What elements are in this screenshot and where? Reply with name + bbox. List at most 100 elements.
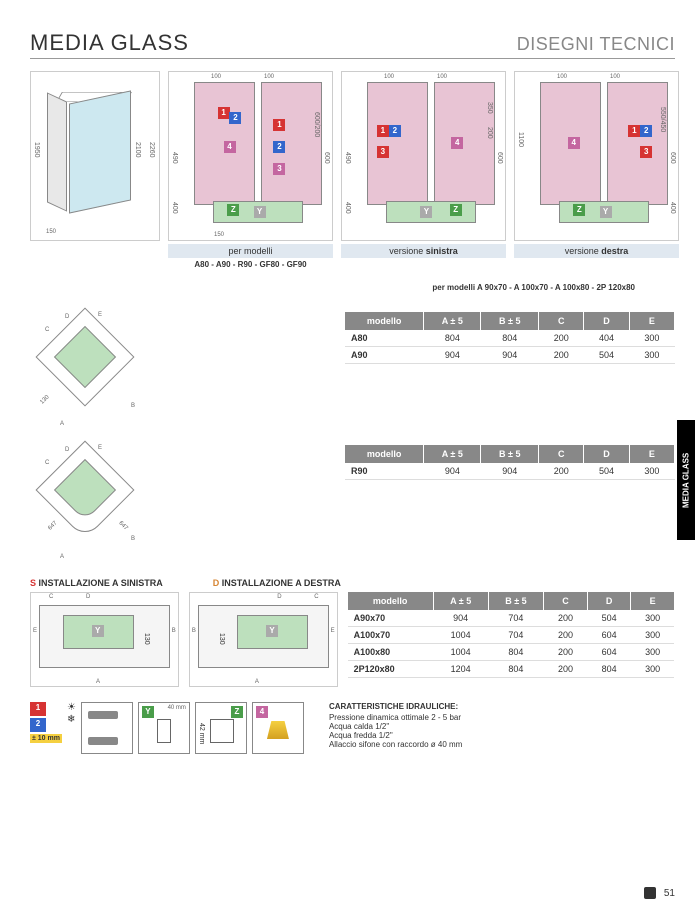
lg-40: 40 mm — [168, 705, 186, 711]
car-l3: Acqua fredda 1/2" — [329, 731, 462, 740]
dim-l1: 490 — [171, 152, 178, 164]
rd-a: A — [255, 679, 259, 685]
install-header: S INSTALLAZIONE A SINISTRA D INSTALLAZIO… — [30, 578, 675, 588]
rs-a: A — [96, 679, 100, 685]
table-header-row: modelloA ± 5B ± 5CDE — [345, 445, 675, 463]
d3r2: 600 — [669, 152, 676, 164]
rs-c: C — [49, 594, 53, 600]
marker-2d: 2 — [640, 125, 652, 137]
rs-d: D — [86, 594, 90, 600]
cap3-pre: versione — [565, 246, 599, 256]
lg-tol: ± 10 mm — [30, 734, 62, 743]
table-row: A100x701004704200604300 — [348, 627, 675, 644]
wall-l-2: 1 2 3 — [367, 82, 428, 205]
table-row: A90904904200504300 — [345, 347, 675, 364]
dim-r2: 600/200 — [313, 112, 320, 137]
marker-ys: Y — [92, 625, 104, 637]
sm1-c: C — [45, 327, 49, 333]
table-3: modelloA ± 5B ± 5CDE A90x709047042005043… — [348, 592, 675, 678]
hydraulic-specs: CARATTERISTICHE IDRAULICHE: Pressione di… — [329, 702, 462, 749]
floor-2: Z Y — [386, 201, 476, 223]
table-row: A90x70904704200504300 — [348, 610, 675, 627]
dim-l2: 400 — [171, 202, 178, 214]
table-header-row: modelloA ± 5B ± 5CDE — [348, 592, 675, 610]
cap2-pre: versione — [389, 246, 423, 256]
marker-3d: 3 — [640, 146, 652, 158]
th-2: B ± 5 — [481, 312, 539, 330]
lg-2: 2 — [30, 718, 46, 732]
row-3: 647 647 A B C D E modelloA ± 5B ± 5CDE R… — [30, 445, 675, 560]
dim-t2: 100 — [264, 74, 274, 80]
d3t2: 100 — [610, 74, 620, 80]
lg-y: Y — [142, 706, 154, 718]
d2r3: 600 — [496, 152, 503, 164]
table-row: A100x801004804200604300 — [348, 644, 675, 661]
iso-glass-face — [69, 90, 131, 213]
page-number: 51 — [644, 887, 675, 899]
logo-icon — [644, 887, 656, 899]
table-1: modello A ± 5 B ± 5 C D E A8080480420040… — [345, 312, 675, 364]
rs-e: E — [33, 628, 37, 634]
small-diagram-1: 130 A B C D E — [30, 312, 150, 427]
d3r3: 400 — [669, 202, 676, 214]
marker-2b: 2 — [273, 141, 285, 153]
side-tab: MEDIA GLASS — [677, 420, 695, 540]
marker-y: Y — [254, 206, 266, 218]
sm1-dl: D — [65, 314, 69, 320]
caption-2: versione sinistra — [341, 244, 506, 258]
cap3-b: destra — [601, 246, 628, 256]
marker-1b: 1 — [273, 119, 285, 131]
sm1-a: A — [60, 421, 64, 427]
sun-icon: ☀ — [67, 702, 76, 713]
rd-130: 130 — [218, 633, 225, 645]
inst-s-txt: INSTALLAZIONE A SINISTRA — [39, 578, 163, 588]
diagram-row-1: 1950 2100 2260 150 1 2 4 1 2 3 Z Y 100 1… — [30, 71, 675, 271]
inst-d-txt: INSTALLAZIONE A DESTRA — [222, 578, 341, 588]
d2l1: 490 — [344, 152, 351, 164]
marker-2: 2 — [229, 112, 241, 124]
inst-s-pre: S — [30, 578, 36, 588]
rd-b: B — [192, 628, 196, 634]
d2r2: 200 — [486, 127, 493, 139]
iso-diagram: 1950 2100 2260 150 — [30, 71, 160, 241]
rs-b: B — [172, 628, 176, 634]
wall-r-3: 1 2 3 — [607, 82, 668, 205]
marker-3b: 3 — [273, 163, 285, 175]
th-1: A ± 5 — [424, 312, 481, 330]
row-2: 130 A B C D E modello A ± 5 B ± 5 C D E … — [30, 312, 675, 427]
caption-1-pre: per modelli — [168, 244, 333, 258]
caption-3: versione destra — [514, 244, 679, 258]
row-4: S INSTALLAZIONE A SINISTRA D INSTALLAZIO… — [30, 578, 675, 687]
car-heading: CARATTERISTICHE IDRAULICHE: — [329, 702, 462, 711]
marker-4c: 4 — [451, 137, 463, 149]
marker-2c: 2 — [389, 125, 401, 137]
d2t1: 100 — [384, 74, 394, 80]
lg-4: 4 — [256, 706, 268, 718]
marker-4d: 4 — [568, 137, 580, 149]
th-5: E — [629, 312, 674, 330]
snow-icon: ❄ — [67, 714, 76, 725]
inst-d-pre: D — [213, 578, 220, 588]
lg-z: Z — [231, 706, 243, 718]
cap2-b: sinistra — [426, 246, 458, 256]
marker-yd: Y — [266, 625, 278, 637]
d3l1: 1100 — [517, 132, 524, 147]
sm2-d2: 647 — [117, 520, 128, 531]
d2l2: 400 — [344, 202, 351, 214]
sub-models-2: per modelli A 90x70 - A 100x70 - A 100x8… — [30, 281, 675, 294]
rs-130: 130 — [143, 633, 150, 645]
floor-panel: Z Y — [213, 201, 303, 223]
marker-y3: Y — [600, 206, 612, 218]
rd-d: D — [277, 594, 281, 600]
legend-box-4: 4 — [252, 702, 304, 754]
lg-1: 1 — [30, 702, 46, 716]
sm2-d1: 647 — [47, 520, 58, 531]
marker-4: 4 — [224, 141, 236, 153]
header-left: MEDIA GLASS — [30, 30, 189, 56]
wall-panel-r: 1 2 3 — [261, 82, 322, 205]
legend-box-z: Z 42 mm — [195, 702, 247, 754]
table-2: modelloA ± 5B ± 5CDE R90904904200504300 — [345, 445, 675, 480]
dim-h1: 1950 — [33, 142, 40, 158]
legend: 1 2 ± 10 mm ☀ ❄ Y 40 mm Z 42 mm 4 CARATT… — [30, 702, 675, 754]
th-0: modello — [345, 312, 424, 330]
